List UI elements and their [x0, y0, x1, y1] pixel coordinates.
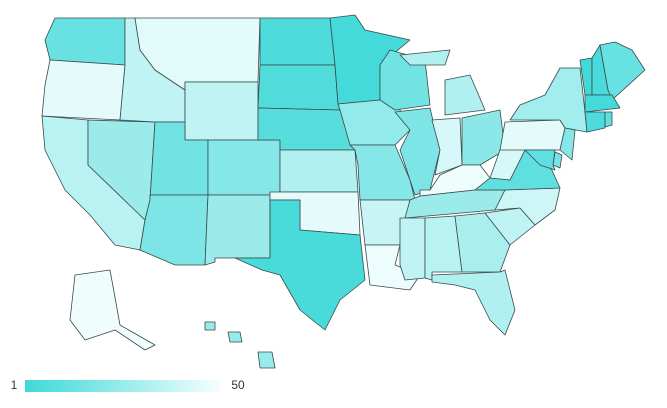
state-region[interactable] — [584, 111, 606, 133]
state-region[interactable] — [279, 149, 359, 193]
state-region[interactable] — [524, 149, 556, 171]
state-region[interactable] — [69, 269, 156, 351]
state-region[interactable] — [599, 41, 646, 101]
state-region[interactable] — [559, 127, 576, 161]
state-region[interactable] — [44, 17, 126, 66]
state-region[interactable] — [184, 81, 259, 141]
state-region[interactable] — [399, 217, 426, 281]
state-region[interactable] — [259, 17, 336, 66]
states — [41, 14, 646, 369]
state-region[interactable] — [431, 117, 463, 176]
state-region[interactable] — [604, 111, 613, 128]
state-region[interactable] — [139, 194, 209, 266]
state-region[interactable] — [207, 139, 281, 196]
state-region[interactable] — [499, 119, 566, 151]
legend-gradient — [25, 380, 220, 392]
state-region[interactable] — [257, 64, 341, 111]
state-region[interactable] — [204, 321, 276, 369]
state-region[interactable] — [509, 67, 588, 133]
state-region[interactable] — [431, 269, 516, 336]
state-region[interactable] — [399, 49, 486, 116]
legend-max: 50 — [231, 378, 245, 392]
state-region[interactable] — [234, 199, 366, 331]
state-region[interactable] — [584, 94, 621, 113]
state-region[interactable] — [461, 109, 506, 166]
legend-min: 1 — [11, 378, 18, 392]
state-region[interactable] — [204, 194, 271, 266]
state-region[interactable] — [41, 59, 126, 121]
